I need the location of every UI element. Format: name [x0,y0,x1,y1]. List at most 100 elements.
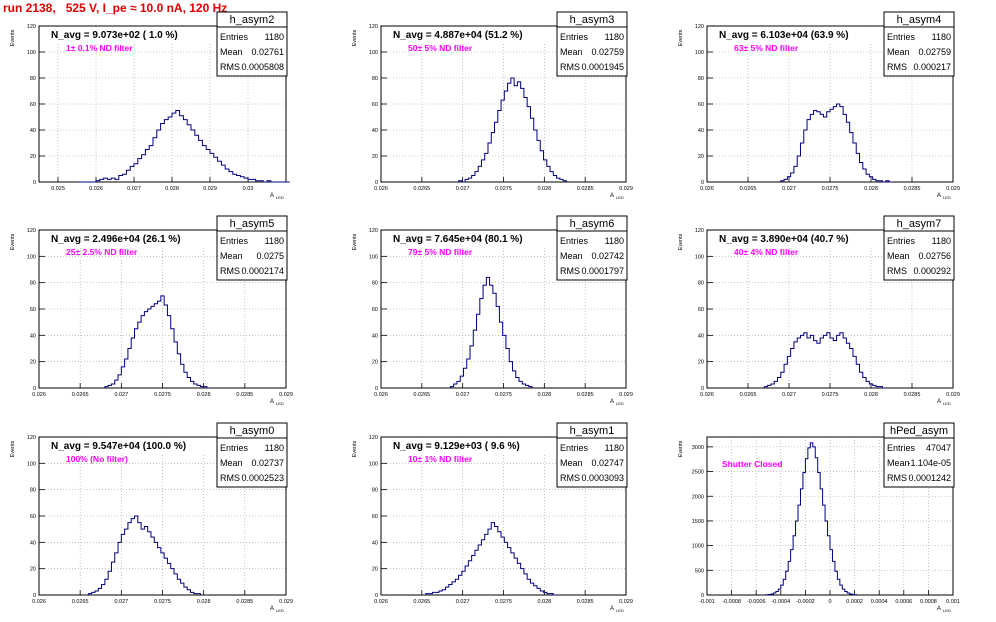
histogram-bin [557,178,560,182]
histogram-bin [138,523,141,595]
stat-label-entries: Entries [887,443,916,453]
stat-value-rms: 0.000292 [913,266,951,276]
stat-label-entries: Entries [560,32,589,42]
histogram-bin [511,553,514,595]
stat-label-entries: Entries [560,236,589,246]
y-tick-label: 0 [33,180,36,186]
histogram-bin [840,333,843,388]
x-tick-label: 0.027 [127,186,141,192]
histogram-bin [825,521,827,595]
histogram-bin [807,338,810,388]
y-tick-label: 120 [27,228,36,234]
stat-value-mean: 0.02759 [591,47,624,57]
histogram-bin [199,140,203,182]
histogram-bin [95,591,98,595]
histogram-bin [847,593,849,595]
histogram-bin [194,594,197,595]
histogram-bin [817,343,820,388]
histogram-bin [506,349,509,389]
x-tick-label: 0.0275 [495,599,512,605]
histogram-bin [174,342,177,388]
histogram-bin [477,314,480,388]
x-tick-label: 0.0275 [495,186,512,192]
x-tick-label: 0.027 [114,599,128,605]
stat-value-rms: 0.000217 [913,62,951,72]
y-tick-label: 100 [27,254,36,260]
histogram-bin [158,548,161,595]
x-tick-label: 0.029 [619,186,633,192]
histogram-bin [176,111,180,183]
x-axis-label: A [937,606,941,612]
stats-box [883,11,955,77]
histogram-bin [879,387,882,388]
histogram-bin [547,594,550,595]
histogram-bin [781,181,784,182]
histogram-bin [828,536,830,595]
header-box [386,232,557,246]
histogram-bin [778,377,781,388]
histogram-bin [119,176,123,183]
stat-label-mean: Mean [220,458,243,468]
histogram-panel-h_asym3: 0.026 0.0265 0.027 0.0275 0.028 0.0285 0.029 0 2… [352,11,633,200]
header-box [44,439,215,453]
histogram-bin [229,172,233,182]
y-axis-label: Events [352,29,358,46]
histogram-bin [814,111,817,183]
stat-value-rms: 0.0005808 [241,62,284,72]
x-tick-label: 0.0265 [413,392,430,398]
x-tick-label: -0.0008 [722,599,741,605]
histogram-bin [764,387,767,388]
histogram-bin [488,529,491,595]
histogram-bin [111,178,115,182]
stat-value-rms: 0.0001945 [581,62,624,72]
stat-value-entries: 1180 [605,32,624,42]
y-tick-label: 20 [30,154,36,160]
stats-box [883,422,955,488]
histogram-bin [108,385,111,388]
stat-value-mean: 0.0275 [256,251,284,261]
x-tick-label: 0.028 [864,392,878,398]
histogram-name: h_asym5 [230,218,275,230]
histogram-bin [187,125,191,182]
histogram-bin [781,585,783,595]
histogram-bin [526,385,529,388]
histogram-bin [524,574,527,595]
histogram-bin [547,166,550,182]
histogram-bin [118,542,121,595]
header-box [386,439,557,453]
histogram-bin [550,594,553,595]
histogram-bin [534,130,537,182]
histogram-bin [184,587,187,595]
histogram-bin [177,354,180,388]
y-tick-label: 40 [698,333,704,339]
histogram-bin [432,592,435,595]
histogram-bin [121,367,124,388]
histogram-bin [866,174,869,182]
y-tick-label: 100 [695,50,704,56]
y-tick-label: 120 [369,228,378,234]
y-tick-label: 60 [372,307,378,313]
histogram-bin [794,342,797,388]
histogram-bin [797,156,800,182]
histogram-bin [856,153,859,182]
histogram-panel-h_asym5: 0.026 0.0265 0.027 0.0275 0.028 0.0285 0.029 0 2… [10,215,293,406]
histogram-bin [184,372,187,388]
histogram-bin [786,571,788,595]
stat-label-entries: Entries [220,236,249,246]
histogram-bin [776,592,778,595]
histogram-bin [873,385,876,388]
y-tick-label: 0 [375,386,378,392]
histogram-bin [842,589,844,595]
stat-label-mean: Mean [220,251,243,261]
histogram-bin [830,550,832,595]
y-tick-label: 100 [369,254,378,260]
x-tick-label: 0.029 [203,186,217,192]
histogram-bin [840,585,842,595]
histogram-bin [154,542,157,595]
histogram-bin [144,527,147,595]
histogram-bin [473,330,476,388]
histogram-bin [167,563,170,595]
histogram-bin [181,364,184,388]
histogram-bin [537,588,540,595]
histogram-bin [495,527,498,595]
